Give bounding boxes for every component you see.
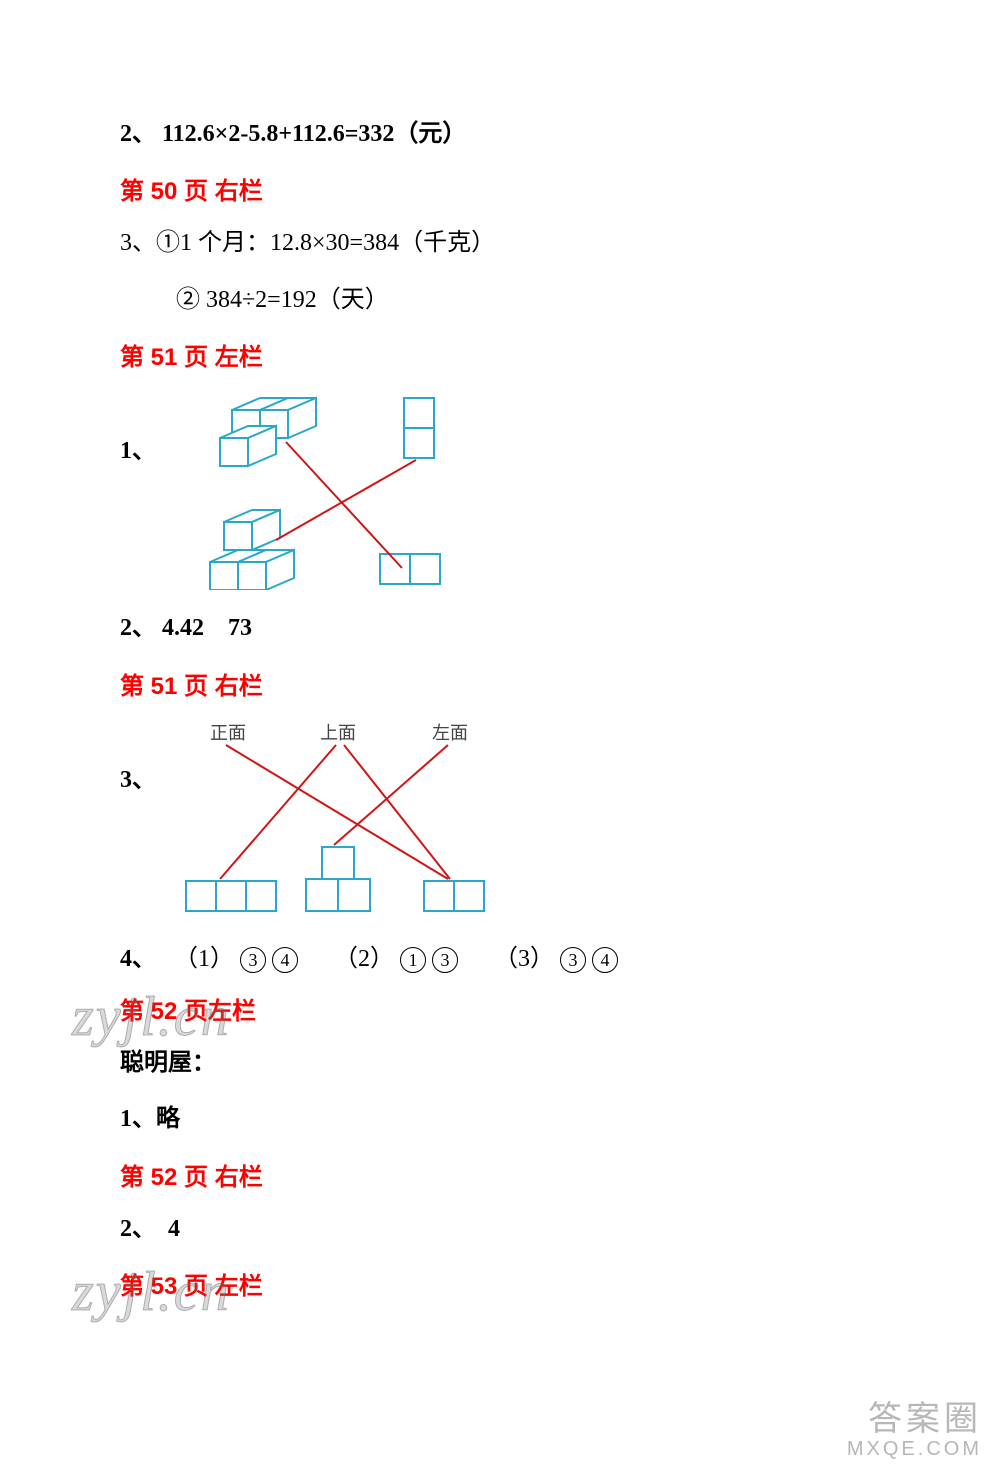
bold: 聪明屋：	[120, 1050, 216, 1076]
figure-3-row: 3、 正面 上面 左面	[120, 719, 880, 924]
answer-1-omit: 1、略	[120, 1100, 880, 1138]
bold: 1、略	[120, 1106, 180, 1132]
num: 2、 112.6×2-5.8+112.6=332（元）	[120, 121, 466, 147]
answer-4: 4、 （1） 3 4 （2） 1 3 （3） 3 4	[120, 938, 880, 973]
heading-p50-right: 第 50 页 右栏	[120, 171, 880, 206]
content-block: 2、 112.6×2-5.8+112.6=332（元） 第 50 页 右栏 3、…	[120, 115, 880, 1319]
congmingwu-label: 聪明屋：	[120, 1044, 880, 1082]
page: { "meta": { "width": 1000, "height": 147…	[0, 0, 1000, 1471]
figure-1-svg	[180, 390, 460, 590]
corner-wm-line1: 答案圈	[847, 1403, 982, 1437]
corner-wm-line2: MXQE.COM	[847, 1437, 982, 1461]
circled-num: 4	[272, 947, 298, 973]
q4-p1-label: （1）	[174, 946, 234, 972]
label-front: 正面	[210, 723, 246, 743]
answer-3-part1: 3、①1 个月：12.8×30=384（千克）	[120, 224, 880, 262]
circled-num: 3	[560, 947, 586, 973]
figure-1-row: 1、	[120, 390, 880, 595]
num: 2、 4.42 73	[120, 615, 252, 641]
corner-watermark: 答案圈 MXQE.COM	[847, 1403, 982, 1461]
heading-p52-left: 第 52 页左栏	[120, 991, 880, 1026]
answer-2b: 2、 4.42 73	[120, 609, 880, 647]
figure-1-label: 1、	[120, 390, 180, 465]
bold: 2、 4	[120, 1216, 180, 1242]
circled-num: 3	[432, 947, 458, 973]
circled-num: 4	[592, 947, 618, 973]
q4-prefix: 4、	[120, 946, 156, 972]
heading-p53-left: 第 53 页 左栏	[120, 1266, 880, 1301]
circled-num: 1	[400, 947, 426, 973]
circled-num: 3	[240, 947, 266, 973]
q4-p3-label: （3）	[494, 946, 554, 972]
answer-2-4: 2、 4	[120, 1210, 880, 1248]
label-top: 上面	[320, 723, 356, 743]
label-left: 左面	[432, 723, 468, 743]
answer-2: 2、 112.6×2-5.8+112.6=332（元）	[120, 115, 880, 153]
figure-1	[180, 390, 460, 595]
figure-3: 正面 上面 左面	[180, 719, 500, 924]
heading-p51-right: 第 51 页 右栏	[120, 666, 880, 701]
heading-p52-right: 第 52 页 右栏	[120, 1157, 880, 1192]
figure-3-label: 3、	[120, 719, 180, 794]
answer-3-part2: ② 384÷2=192（天）	[176, 281, 880, 319]
figure-3-svg: 正面 上面 左面	[180, 719, 500, 919]
heading-p51-left: 第 51 页 左栏	[120, 337, 880, 372]
q4-p2-label: （2）	[334, 946, 394, 972]
